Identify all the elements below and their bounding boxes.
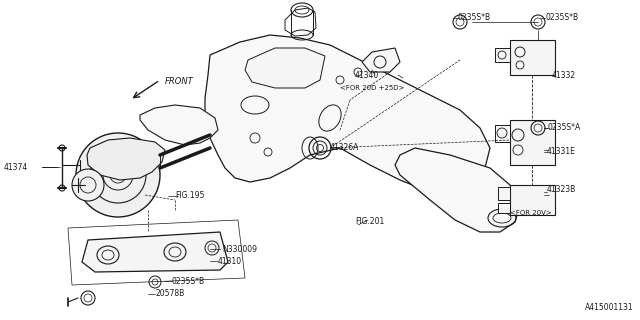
Text: 41340: 41340	[355, 70, 380, 79]
Text: 0235S*A: 0235S*A	[547, 124, 580, 132]
Bar	[510, 120, 555, 165]
Text: <FOR 20D +25D>: <FOR 20D +25D>	[340, 85, 404, 91]
Text: FIG.201: FIG.201	[355, 218, 384, 227]
Text: 0235S*B: 0235S*B	[545, 13, 578, 22]
Text: N330009: N330009	[222, 244, 257, 253]
Text: A415001131: A415001131	[585, 303, 634, 313]
Text: <FOR 20V>: <FOR 20V>	[510, 210, 552, 216]
Polygon shape	[498, 187, 510, 200]
Polygon shape	[495, 48, 510, 62]
Polygon shape	[205, 35, 490, 195]
Polygon shape	[87, 138, 165, 180]
Polygon shape	[495, 125, 510, 142]
Polygon shape	[362, 48, 400, 72]
Bar	[510, 185, 555, 215]
Text: 41331E: 41331E	[547, 148, 576, 156]
Text: FRONT: FRONT	[165, 77, 194, 86]
Polygon shape	[140, 105, 218, 145]
Text: 41326A: 41326A	[330, 142, 360, 151]
Polygon shape	[82, 232, 228, 272]
Circle shape	[72, 169, 104, 201]
Circle shape	[76, 133, 160, 217]
Text: 41374: 41374	[4, 163, 28, 172]
Text: 41332: 41332	[552, 70, 576, 79]
Polygon shape	[498, 203, 510, 213]
Text: 0235S*B: 0235S*B	[172, 276, 205, 285]
Text: 41310: 41310	[218, 257, 242, 266]
Text: 20578B: 20578B	[155, 290, 184, 299]
Polygon shape	[395, 148, 520, 232]
Text: 0235S*B: 0235S*B	[458, 13, 491, 22]
Text: 41323B: 41323B	[547, 185, 576, 194]
Bar	[510, 40, 555, 75]
Text: FIG.195: FIG.195	[175, 191, 204, 201]
Polygon shape	[245, 48, 325, 88]
